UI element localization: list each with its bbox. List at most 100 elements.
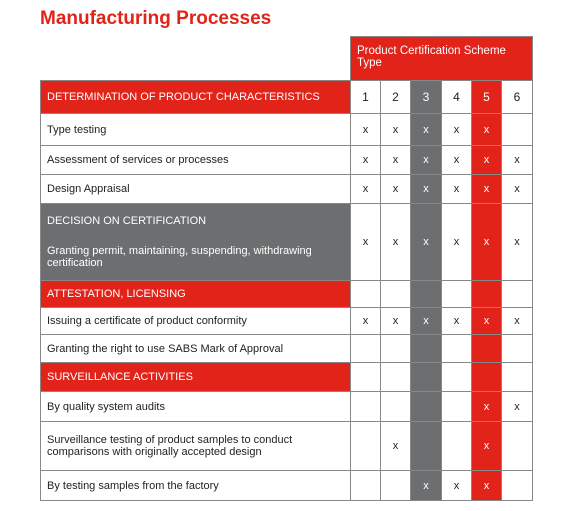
mark-cell: x	[350, 174, 381, 204]
page-title: Manufacturing Processes	[40, 8, 272, 29]
mark-cell	[380, 470, 411, 501]
mark-cell: x	[441, 470, 472, 501]
row-label: Granting the right to use SABS Mark of A…	[40, 334, 351, 363]
blank-cell	[350, 280, 381, 308]
table-row: Issuing a certificate of product conform…	[40, 307, 534, 335]
mark-cell: x	[410, 307, 442, 335]
table-row: By quality system audits x x	[40, 391, 534, 422]
table-row: DECISION ON CERTIFICATION Granting permit…	[40, 203, 534, 281]
mark-cell: x	[471, 421, 502, 471]
mark-cell: x	[441, 307, 472, 335]
mark-cell: x	[441, 145, 472, 175]
blank-cell	[410, 362, 442, 392]
mark-cell: x	[441, 113, 472, 146]
mark-cell: x	[471, 145, 502, 175]
blank-cell	[500, 362, 534, 392]
mark-cell: x	[500, 307, 534, 335]
table-row: Type testing x x x x x	[40, 113, 534, 146]
mark-cell: x	[350, 113, 381, 146]
table-row: Design Appraisal x x x x x x	[40, 174, 534, 204]
row-label: Granting permit, maintaining, suspending…	[47, 245, 312, 269]
mark-cell: x	[410, 174, 442, 204]
mark-cell	[500, 470, 534, 501]
mark-cell	[350, 391, 381, 422]
mark-cell: x	[471, 307, 502, 335]
mark-cell	[500, 334, 534, 363]
table-row: DETERMINATION OF PRODUCT CHARACTERISTICS…	[40, 80, 534, 114]
mark-cell: x	[441, 174, 472, 204]
mark-cell: x	[500, 145, 534, 175]
table-row: Granting the right to use SABS Mark of A…	[40, 334, 534, 363]
mark-cell	[410, 334, 442, 363]
table-row: ATTESTATION, LICENSING	[40, 280, 534, 308]
section-title: ATTESTATION, LICENSING	[40, 280, 351, 308]
mark-cell: x	[410, 203, 442, 281]
table-row: Surveillance testing of product samples …	[40, 421, 534, 471]
blank-cell	[441, 280, 472, 308]
mark-cell: x	[350, 203, 381, 281]
table-row: Product Certification Scheme Type	[40, 36, 534, 81]
blank-cell	[410, 280, 442, 308]
mark-cell	[441, 391, 472, 422]
row-label: Type testing	[40, 113, 351, 146]
table-row: SURVEILLANCE ACTIVITIES	[40, 362, 534, 392]
column-number: 3	[410, 80, 442, 114]
mark-cell	[500, 421, 534, 471]
mark-cell: x	[441, 203, 472, 281]
mark-cell: x	[500, 174, 534, 204]
mark-cell	[380, 334, 411, 363]
section-title: DETERMINATION OF PRODUCT CHARACTERISTICS	[40, 80, 351, 114]
mark-cell: x	[500, 391, 534, 422]
mark-cell: x	[471, 470, 502, 501]
row-label: Design Appraisal	[40, 174, 351, 204]
blank-cell	[441, 362, 472, 392]
mark-cell: x	[410, 145, 442, 175]
blank-cell	[40, 36, 351, 81]
mark-cell	[350, 334, 381, 363]
mark-cell: x	[471, 174, 502, 204]
scheme-header: Product Certification Scheme Type	[349, 36, 534, 81]
column-number: 5	[471, 80, 502, 114]
table-row: Assessment of services or processes x x x x x…	[40, 145, 534, 175]
mark-cell: x	[471, 391, 502, 422]
mark-cell	[410, 421, 442, 471]
mark-cell	[441, 421, 472, 471]
section-title: DECISION ON CERTIFICATION	[47, 215, 207, 227]
blank-cell	[471, 280, 502, 308]
mark-cell	[500, 113, 534, 146]
blank-cell	[380, 362, 411, 392]
blank-cell	[471, 362, 502, 392]
section-cell: DECISION ON CERTIFICATION Granting permit…	[40, 203, 351, 281]
column-number: 2	[380, 80, 411, 114]
mark-cell: x	[380, 307, 411, 335]
mark-cell: x	[410, 113, 442, 146]
mark-cell: x	[410, 470, 442, 501]
row-label: By quality system audits	[40, 391, 351, 422]
column-number: 4	[441, 80, 472, 114]
row-label: Issuing a certificate of product conform…	[40, 307, 351, 335]
mark-cell	[410, 391, 442, 422]
row-label: By testing samples from the factory	[40, 470, 351, 501]
mark-cell	[350, 470, 381, 501]
column-number: 1	[350, 80, 381, 114]
column-number: 6	[500, 80, 534, 114]
mark-cell	[471, 334, 502, 363]
row-label: Assessment of services or processes	[40, 145, 351, 175]
blank-cell	[380, 280, 411, 308]
mark-cell	[441, 334, 472, 363]
mark-cell: x	[380, 421, 411, 471]
mark-cell	[380, 391, 411, 422]
blank-cell	[500, 280, 534, 308]
mark-cell: x	[350, 307, 381, 335]
mark-cell	[350, 421, 381, 471]
process-table: Product Certification Scheme Type DETERMI…	[40, 36, 534, 501]
mark-cell: x	[500, 203, 534, 281]
blank-cell	[350, 362, 381, 392]
section-title: SURVEILLANCE ACTIVITIES	[40, 362, 351, 392]
mark-cell: x	[380, 203, 411, 281]
mark-cell: x	[380, 145, 411, 175]
mark-cell: x	[471, 203, 502, 281]
row-label: Surveillance testing of product samples …	[40, 421, 351, 471]
mark-cell: x	[380, 174, 411, 204]
